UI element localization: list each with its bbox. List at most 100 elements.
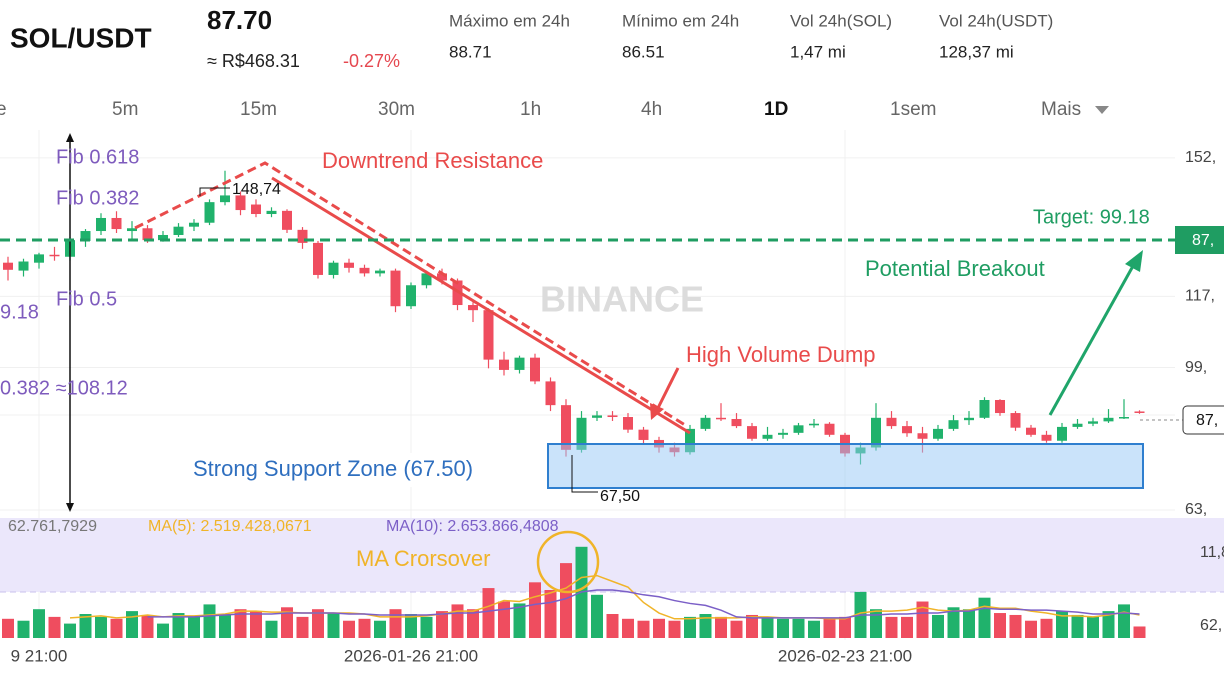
candle-body bbox=[638, 429, 649, 440]
candle-body bbox=[576, 417, 587, 450]
candle-body bbox=[158, 234, 168, 241]
candle-body bbox=[793, 425, 804, 433]
candle-body bbox=[700, 417, 711, 429]
header: SOL/USDT 87.70 ≈ R$468.31 -0.27% Máximo … bbox=[10, 5, 1053, 71]
candle-body bbox=[406, 285, 416, 307]
volume-bar bbox=[126, 611, 138, 638]
candle-body bbox=[3, 262, 13, 270]
candle-body bbox=[80, 231, 91, 241]
tab[interactable]: 15m bbox=[240, 99, 277, 120]
candle-body bbox=[1026, 427, 1036, 435]
candle-body bbox=[530, 357, 540, 382]
candle-body bbox=[297, 229, 308, 243]
crossover-circle bbox=[536, 530, 600, 594]
volume-bar bbox=[653, 618, 665, 638]
tab[interactable]: 5m bbox=[112, 99, 138, 120]
volume-bar bbox=[64, 623, 76, 638]
volume-bar bbox=[203, 604, 216, 638]
candle-body bbox=[995, 399, 1005, 414]
volume-bar bbox=[668, 620, 681, 638]
x-tick-label: 2026-01-26 21:00 bbox=[344, 646, 478, 665]
fib-label: Fib 0.618 bbox=[56, 146, 139, 168]
fib-label: 9.18 bbox=[0, 301, 39, 323]
dump-arrow bbox=[656, 367, 680, 409]
stat-value: 1,47 mi bbox=[790, 42, 846, 61]
candle-body bbox=[824, 423, 835, 435]
stat-label: Vol 24h(USDT) bbox=[939, 11, 1053, 30]
candle-body bbox=[809, 423, 819, 426]
tab[interactable]: Mais bbox=[1041, 99, 1081, 120]
ma-line bbox=[147, 589, 1140, 619]
fib-label: Fib 0.5 bbox=[56, 288, 117, 310]
candle-body bbox=[731, 418, 742, 427]
resistance-dashed bbox=[134, 161, 686, 427]
volume-bar bbox=[420, 616, 433, 638]
volume-bar bbox=[1025, 620, 1037, 638]
pair: SOL/USDT bbox=[10, 22, 152, 53]
volume-bar bbox=[1009, 614, 1022, 638]
candle-body bbox=[1119, 417, 1129, 419]
volume-bar bbox=[451, 604, 464, 638]
candle-body bbox=[917, 433, 928, 439]
grid: 152, 117, 99, 87, 63, 9 21:00 2026-01-26 21:00… bbox=[0, 130, 1216, 665]
volume-bar bbox=[560, 563, 572, 638]
volume-bar bbox=[591, 594, 603, 638]
volume-bar bbox=[234, 609, 247, 638]
candle-body bbox=[1103, 417, 1114, 422]
change: -0.27% bbox=[343, 51, 400, 71]
volume-bar bbox=[95, 616, 107, 638]
volume-bar bbox=[172, 613, 185, 638]
stat-label: Máximo em 24h bbox=[449, 11, 570, 30]
volume-bar bbox=[188, 616, 200, 638]
volume-bar bbox=[2, 618, 14, 638]
candle-body bbox=[328, 262, 339, 275]
label-bg bbox=[185, 453, 540, 487]
candle-body bbox=[1072, 423, 1083, 427]
annotation: Strong Support Zone (67.50) bbox=[193, 456, 473, 481]
volume-bar bbox=[529, 582, 541, 638]
candle-body bbox=[359, 267, 370, 274]
volume-bar bbox=[265, 620, 278, 638]
tab[interactable]: 30m bbox=[378, 99, 415, 120]
candle-body bbox=[902, 426, 912, 434]
price: 87.70 bbox=[207, 5, 272, 35]
tab[interactable]: 1sem bbox=[890, 99, 936, 120]
legend-entry: MA(10): 2.653.866,4808 bbox=[386, 518, 559, 535]
price-tag bbox=[1182, 405, 1224, 435]
candle-body bbox=[623, 417, 633, 430]
volume-bar bbox=[312, 609, 324, 638]
stat-label: Mínimo em 24h bbox=[622, 11, 739, 30]
resistance-line bbox=[271, 176, 691, 435]
volume-bar bbox=[327, 613, 340, 638]
candle-body bbox=[762, 434, 773, 439]
volume-bar bbox=[947, 607, 960, 638]
volume-bar bbox=[467, 609, 479, 638]
tab[interactable]: 1h bbox=[520, 99, 541, 120]
tab-active[interactable]: 1D bbox=[764, 99, 788, 120]
volume-bar bbox=[963, 609, 975, 638]
fiat-price: ≈ R$468.31 bbox=[207, 51, 300, 71]
candle-body bbox=[96, 217, 106, 232]
volume-bar bbox=[1133, 626, 1146, 638]
volume-bar bbox=[250, 611, 262, 638]
candle-body bbox=[49, 254, 60, 257]
y-tick-label: 152, bbox=[1185, 149, 1216, 166]
candle-body bbox=[1010, 413, 1021, 428]
y-tick-label: 63, bbox=[1185, 501, 1207, 518]
support-zone bbox=[547, 443, 1144, 489]
y-tick-label: 117, bbox=[1185, 288, 1215, 305]
volume-bar bbox=[1071, 614, 1084, 638]
tab[interactable]: 4h bbox=[641, 99, 662, 120]
volume-bar bbox=[1040, 618, 1053, 638]
candle-body bbox=[886, 417, 897, 427]
candle-body bbox=[499, 359, 509, 370]
volume-bar bbox=[699, 614, 712, 638]
volume-bar bbox=[513, 603, 526, 638]
volume-bar bbox=[823, 618, 836, 638]
y-tick-label: 99, bbox=[1185, 359, 1207, 376]
volume-bar bbox=[808, 620, 820, 638]
volume-bar bbox=[110, 618, 123, 638]
candle-body bbox=[18, 261, 29, 271]
volume-bar bbox=[157, 623, 169, 638]
tab[interactable]: e bbox=[0, 99, 7, 120]
